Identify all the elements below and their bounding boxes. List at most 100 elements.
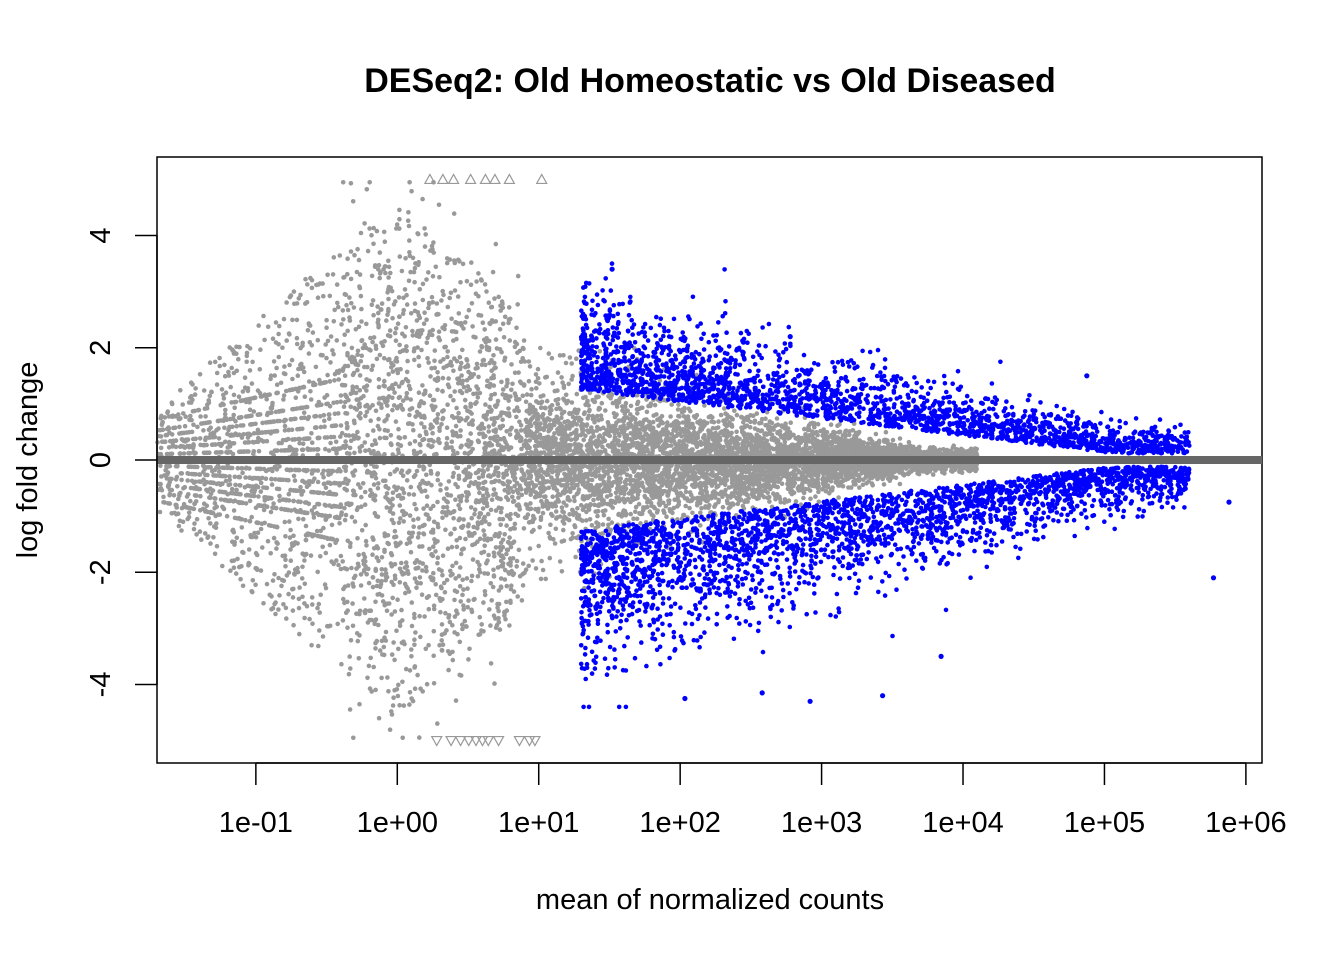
ns-point <box>175 511 181 516</box>
ns-point <box>433 264 439 270</box>
ns-point <box>401 703 407 708</box>
ns-point <box>437 274 442 280</box>
ns-point <box>416 531 422 536</box>
ns-point <box>198 414 203 419</box>
ns-point <box>228 568 233 573</box>
ns-point <box>231 565 237 570</box>
ns-point <box>385 333 391 338</box>
ns-point <box>490 584 496 590</box>
ns-point <box>258 489 264 494</box>
ns-point <box>288 527 293 533</box>
ns-point <box>266 467 272 472</box>
ns-point <box>424 494 430 500</box>
ns-point <box>455 450 460 456</box>
ns-point <box>325 272 330 278</box>
ns-point <box>416 390 422 396</box>
ns-point <box>227 439 232 445</box>
ns-point <box>440 509 445 515</box>
ns-point <box>438 482 443 487</box>
ns-point <box>417 575 423 580</box>
ns-point <box>305 328 311 333</box>
ns-point <box>188 413 193 419</box>
ns-point <box>345 350 350 356</box>
ns-point <box>421 321 427 327</box>
ns-point <box>435 387 440 393</box>
ns-point <box>431 397 437 403</box>
ns-point <box>345 256 350 262</box>
ns-point <box>234 423 239 429</box>
ns-point <box>348 666 353 671</box>
ns-point <box>431 519 437 525</box>
ns-point <box>281 371 287 376</box>
ns-point <box>774 416 780 421</box>
ns-point <box>181 486 186 491</box>
ns-point <box>572 523 577 528</box>
ns-point <box>392 657 397 663</box>
ns-point <box>376 384 382 390</box>
ns-point <box>202 406 208 412</box>
ns-point <box>375 304 380 309</box>
ns-point <box>717 477 722 483</box>
ns-point <box>397 503 403 508</box>
ns-point <box>290 376 295 382</box>
ns-point <box>438 609 443 615</box>
ns-point <box>192 521 197 526</box>
ns-point <box>308 397 314 402</box>
ns-point <box>504 523 509 528</box>
ns-point <box>661 500 666 506</box>
ns-point <box>589 477 595 483</box>
ns-point <box>444 486 449 491</box>
ns-point <box>410 333 416 338</box>
ns-point <box>238 483 243 488</box>
ns-point <box>815 421 821 427</box>
ns-point <box>603 408 608 413</box>
ns-point <box>538 517 544 523</box>
ns-point <box>397 435 403 441</box>
ns-point <box>452 288 458 293</box>
ns-point <box>457 565 463 570</box>
ns-point <box>321 293 326 299</box>
ns-point <box>358 230 364 236</box>
ns-point <box>371 312 376 318</box>
ns-point <box>596 434 602 440</box>
ns-point <box>446 479 452 484</box>
ns-point <box>352 450 357 456</box>
ns-point <box>364 543 369 548</box>
ns-point <box>243 517 248 523</box>
ns-point <box>271 535 277 541</box>
ns-point <box>436 439 441 444</box>
ns-point <box>423 232 429 237</box>
ns-point <box>436 567 442 572</box>
ns-point <box>309 642 314 648</box>
ns-point <box>221 396 227 401</box>
ns-point <box>851 421 857 427</box>
ns-point <box>677 414 682 419</box>
ns-point <box>499 379 504 385</box>
ns-point <box>518 428 524 433</box>
ns-point <box>331 503 337 509</box>
ns-point <box>358 359 364 364</box>
ns-point <box>314 528 320 534</box>
ns-point <box>257 367 263 372</box>
ns-point <box>360 481 366 486</box>
ns-point <box>890 437 896 443</box>
ns-point <box>424 340 430 346</box>
ns-point <box>412 611 417 617</box>
ns-point <box>514 558 520 564</box>
ns-point <box>527 438 533 443</box>
ns-point <box>411 427 416 433</box>
ns-point <box>573 482 579 488</box>
ns-point <box>930 472 936 477</box>
ns-point <box>169 401 175 407</box>
ns-point <box>492 296 497 301</box>
ns-point <box>221 392 226 398</box>
ns-point <box>352 252 357 258</box>
ns-point <box>231 392 237 398</box>
ns-point <box>501 335 507 340</box>
ns-point <box>386 258 391 264</box>
ns-point <box>290 608 296 613</box>
ns-point <box>475 386 481 392</box>
ns-point <box>506 305 512 310</box>
ns-point <box>734 429 739 435</box>
ns-point <box>401 307 407 313</box>
